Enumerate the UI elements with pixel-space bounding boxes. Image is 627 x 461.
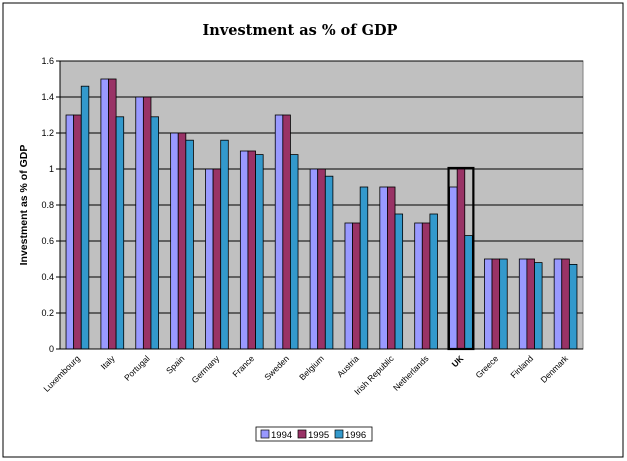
bar-spain-1995 — [177, 132, 187, 350]
y-axis-label: Investment as % of GDP — [18, 145, 30, 266]
bar-group-france — [239, 150, 264, 350]
bar-germany-1994 — [205, 168, 214, 350]
bar-group-denmark — [553, 258, 578, 350]
bar-luxembourg-1995 — [73, 114, 82, 350]
bar-belgium-1996 — [324, 175, 334, 350]
y-tick-label: 0.8 — [41, 200, 54, 210]
bar-greece-1995 — [491, 258, 501, 350]
bar-group-spain — [170, 132, 194, 350]
legend-label-1995: 1995 — [308, 430, 329, 441]
bar-sweden-1994 — [274, 114, 284, 350]
y-tick-label: 1.2 — [41, 128, 54, 138]
legend-swatch-1995 — [297, 429, 307, 439]
bar-finland-1996 — [534, 262, 543, 350]
legend: 1994 1995 1996 — [255, 426, 373, 442]
bar-greece-1996 — [499, 258, 508, 350]
bar-greece-1994 — [484, 258, 493, 350]
y-axis-ticks: 0 0.2 0.4 0.6 0.8 1 1.2 1.4 1.6 — [41, 56, 60, 354]
bars — [65, 78, 578, 351]
bar-sweden-1995 — [282, 114, 291, 350]
bar-group-italy — [100, 78, 125, 350]
bar-denmark-1994 — [553, 258, 563, 350]
bar-germany-1996 — [220, 139, 229, 350]
chart-title: Investment as % of GDP — [203, 22, 398, 39]
bar-italy-1996 — [115, 116, 125, 350]
y-tick-label: 1.4 — [41, 92, 54, 102]
bar-group-portugal — [135, 96, 159, 350]
bar-group-germany — [205, 139, 229, 350]
bar-group-netherlands — [414, 213, 438, 350]
bar-group-luxembourg — [65, 85, 90, 350]
bar-italy-1994 — [100, 78, 109, 350]
bar-finland-1995 — [526, 258, 535, 350]
bar-italy-1995 — [108, 78, 117, 350]
bar-austria-1996 — [359, 186, 369, 350]
y-tick-label: 1.6 — [41, 56, 54, 66]
bar-germany-1995 — [212, 168, 222, 350]
bar-portugal-1996 — [150, 116, 159, 350]
bar-group-belgium — [309, 168, 334, 350]
bar-belgium-1994 — [309, 168, 319, 350]
bar-denmark-1996 — [568, 263, 578, 350]
bar-portugal-1994 — [135, 96, 144, 350]
bar-france-1994 — [239, 150, 249, 350]
y-tick-label: 0 — [49, 344, 54, 354]
bar-spain-1994 — [170, 132, 179, 350]
legend-label-1994: 1994 — [271, 430, 292, 441]
bar-portugal-1995 — [142, 96, 152, 350]
bar-netherlands-1994 — [414, 222, 423, 350]
bar-luxembourg-1996 — [80, 85, 90, 350]
bar-sweden-1996 — [290, 154, 299, 350]
bar-group-greece — [484, 258, 508, 350]
bar-finland-1994 — [518, 258, 528, 350]
bar-irish-republic-1995 — [387, 186, 396, 350]
y-tick-label: 0.6 — [41, 236, 54, 246]
bar-uk-1995 — [456, 168, 466, 350]
legend-swatch-1996 — [334, 429, 344, 439]
bar-luxembourg-1994 — [65, 114, 75, 350]
y-tick-label: 1 — [49, 164, 54, 174]
bar-spain-1996 — [185, 139, 194, 350]
bar-france-1995 — [247, 150, 256, 350]
bar-uk-1994 — [449, 186, 458, 350]
bar-netherlands-1996 — [429, 213, 438, 350]
bar-irish-republic-1994 — [379, 186, 388, 350]
bar-netherlands-1995 — [421, 222, 431, 350]
bar-uk-1996 — [464, 235, 473, 350]
bar-denmark-1995 — [561, 258, 570, 350]
bar-belgium-1995 — [317, 168, 326, 350]
bar-austria-1995 — [352, 222, 361, 350]
bar-irish-republic-1996 — [394, 213, 404, 350]
y-tick-label: 0.4 — [41, 272, 54, 282]
bar-austria-1994 — [344, 222, 353, 350]
y-tick-label: 0.2 — [41, 308, 54, 318]
legend-label-1996: 1996 — [345, 430, 366, 441]
legend-swatch-1994 — [260, 429, 270, 439]
bar-france-1996 — [255, 154, 264, 350]
bar-group-finland — [518, 258, 543, 350]
